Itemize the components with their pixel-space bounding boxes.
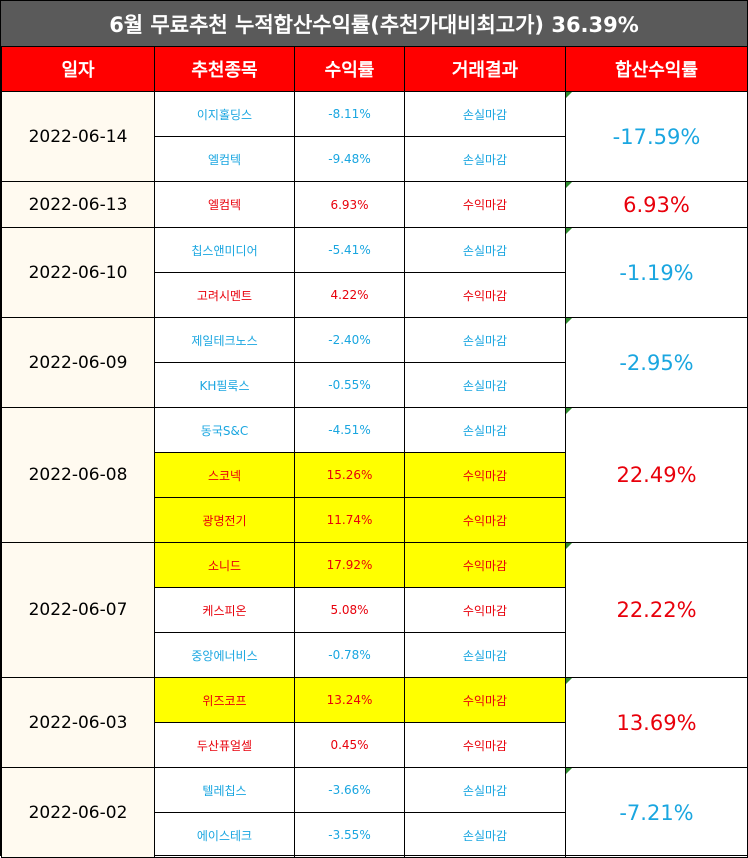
table-row: 두산퓨얼셀 0.45% 수익마감 (2, 722, 748, 768)
result-cell: 수익마감 (404, 542, 566, 588)
stock-cell: 위즈코프 (154, 677, 295, 723)
result-cell: 손실마감 (404, 812, 566, 858)
stock-cell: 소니드 (154, 542, 295, 588)
stock-cell: 두산퓨얼셀 (154, 722, 295, 768)
stock-cell: 에이스테크 (154, 812, 295, 858)
table-row: 2022-06-07 소니드 17.92% 수익마감 22.22% (1, 542, 748, 678)
date-cell: 2022-06-03 (1, 677, 155, 768)
table-row: 2022-06-09 제일테크노스 -2.40% 손실마감 -2.95% (1, 317, 748, 408)
sheet-title: 6월 무료추천 누적합산수익률(추천가대비최고가) 36.39% (1, 1, 747, 46)
table-row: 중앙에너비스 -0.78% 손실마감 (2, 632, 748, 678)
header-total: 합산수익률 (565, 46, 748, 92)
result-cell: 수익마감 (404, 722, 566, 768)
stock-cell: 제일테크노스 (154, 317, 295, 363)
table-row: KH필룩스 -0.55% 손실마감 (2, 362, 748, 408)
total-return-cell: -2.95% (565, 317, 748, 408)
date-cell: 2022-06-09 (1, 317, 155, 408)
result-cell: 손실마감 (404, 362, 566, 408)
result-cell: 수익마감 (404, 452, 566, 498)
table-row: 2022-06-13 엘컴텍 6.93% 수익마감 6.93% (1, 181, 748, 228)
result-cell: 손실마감 (404, 136, 566, 182)
return-cell: -2.40% (294, 317, 405, 363)
return-cell: -0.78% (294, 632, 405, 678)
date-cell: 2022-06-10 (1, 227, 155, 318)
result-cell: 손실마감 (404, 767, 566, 813)
total-return-cell: -17.59% (565, 91, 748, 182)
result-cell: 손실마감 (404, 407, 566, 453)
total-return-cell: -1.19% (565, 227, 748, 318)
date-cell: 2022-06-02 (1, 767, 155, 858)
return-cell: 6.93% (294, 181, 405, 228)
stock-cell: 케스피온 (154, 587, 295, 633)
table-row: 케스피온 5.08% 수익마감 (2, 587, 748, 633)
table-row: 2022-06-14 이지홀딩스 -8.11% 손실마감 -17.59% (1, 91, 748, 182)
return-cell: -3.55% (294, 812, 405, 858)
header-row: 일자 추천종목 수익률 거래결과 합산수익률 (1, 46, 748, 92)
return-cell: -9.48% (294, 136, 405, 182)
stock-cell: 엘컴텍 (154, 136, 295, 182)
return-cell: -3.66% (294, 767, 405, 813)
result-cell: 손실마감 (404, 317, 566, 363)
table-row: 2022-06-03 위즈코프 13.24% 수익마감 13.69% (1, 677, 748, 768)
result-cell: 손실마감 (404, 91, 566, 137)
stock-cell: 광명전기 (154, 497, 295, 543)
table-row: 에이스테크 -3.55% 손실마감 (2, 812, 748, 858)
header-date: 일자 (1, 46, 155, 92)
total-return-cell: 13.69% (565, 677, 748, 768)
total-return-cell: -7.21% (565, 767, 748, 858)
stock-cell: 텔레칩스 (154, 767, 295, 813)
return-cell: 13.24% (294, 677, 405, 723)
return-cell: -8.11% (294, 91, 405, 137)
header-return: 수익률 (294, 46, 405, 92)
stock-cell: 동국S&C (154, 407, 295, 453)
table-row: 2022-06-10 칩스앤미디어 -5.41% 손실마감 -1.19% (1, 227, 748, 318)
stock-cell: 스코넥 (154, 452, 295, 498)
return-cell: -5.41% (294, 227, 405, 273)
return-cell: 0.45% (294, 722, 405, 768)
table-row: 스코넥 15.26% 수익마감 (2, 452, 748, 498)
table-row: 2022-06-02 텔레칩스 -3.66% 손실마감 -7.21% (1, 767, 748, 858)
result-cell: 수익마감 (404, 181, 566, 228)
table-body: 2022-06-14 이지홀딩스 -8.11% 손실마감 -17.59% 엘컴텍 -9.48… (1, 91, 748, 858)
header-stock: 추천종목 (154, 46, 295, 92)
date-cell: 2022-06-07 (1, 542, 155, 678)
total-return-cell: 6.93% (565, 181, 748, 228)
table-row: 고려시멘트 4.22% 수익마감 (2, 272, 748, 318)
result-cell: 수익마감 (404, 497, 566, 543)
result-cell: 손실마감 (404, 632, 566, 678)
returns-table: 일자 추천종목 수익률 거래결과 합산수익률 2022-06-14 이지홀딩스 -8… (1, 46, 748, 858)
return-cell: 5.08% (294, 587, 405, 633)
result-cell: 수익마감 (404, 272, 566, 318)
stock-cell: 이지홀딩스 (154, 91, 295, 137)
date-cell: 2022-06-08 (1, 407, 155, 543)
result-cell: 손실마감 (404, 227, 566, 273)
result-cell: 수익마감 (404, 677, 566, 723)
header-result: 거래결과 (404, 46, 566, 92)
return-cell: 15.26% (294, 452, 405, 498)
stock-cell: 칩스앤미디어 (154, 227, 295, 273)
total-return-cell: 22.49% (565, 407, 748, 543)
stock-cell: 엘컴텍 (154, 181, 295, 228)
date-cell: 2022-06-13 (1, 181, 155, 228)
result-cell: 수익마감 (404, 587, 566, 633)
stock-cell: KH필룩스 (154, 362, 295, 408)
return-cell: -0.55% (294, 362, 405, 408)
total-return-cell: 22.22% (565, 542, 748, 678)
date-cell: 2022-06-14 (1, 91, 155, 182)
return-cell: 17.92% (294, 542, 405, 588)
return-cell: 4.22% (294, 272, 405, 318)
return-cell: -4.51% (294, 407, 405, 453)
table-row: 광명전기 11.74% 수익마감 (2, 497, 748, 543)
table-row: 2022-06-08 동국S&C -4.51% 손실마감 22.49% (1, 407, 748, 543)
return-cell: 11.74% (294, 497, 405, 543)
stock-cell: 고려시멘트 (154, 272, 295, 318)
stock-cell: 중앙에너비스 (154, 632, 295, 678)
